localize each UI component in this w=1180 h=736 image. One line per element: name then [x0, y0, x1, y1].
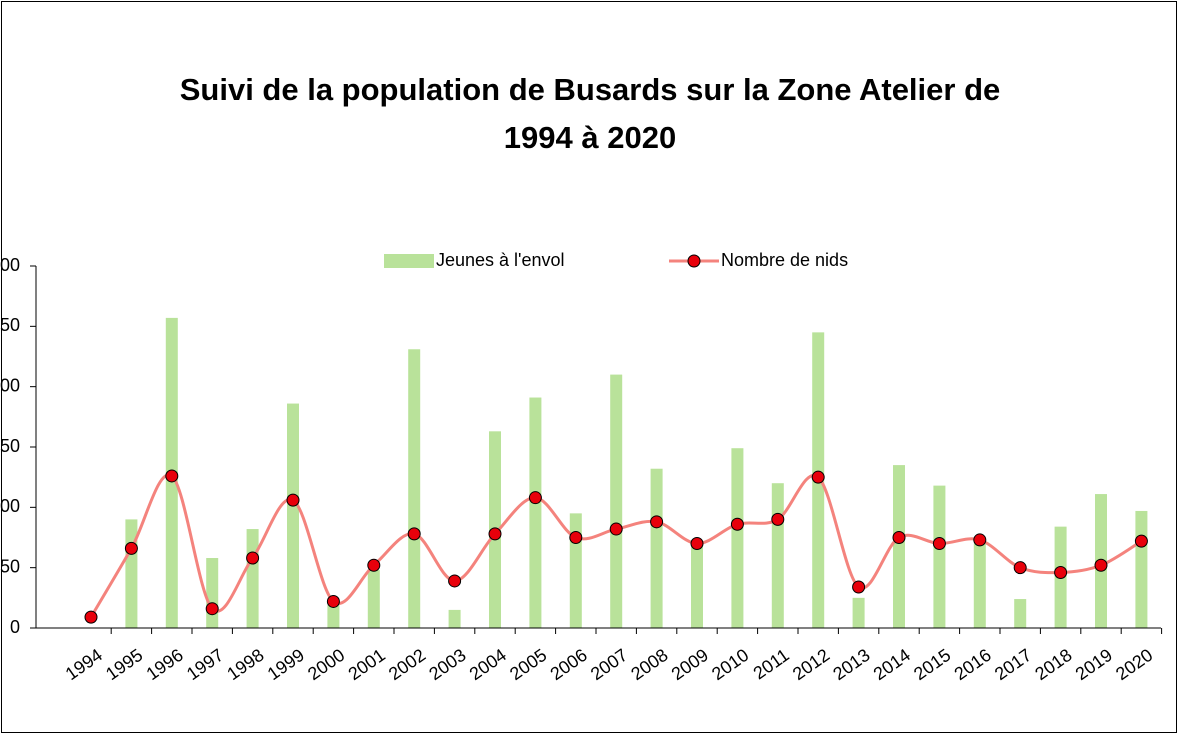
bar — [650, 468, 663, 628]
line-point — [1094, 558, 1108, 572]
y-tick-label: 150 — [0, 436, 20, 456]
line-point — [286, 493, 300, 507]
line-point — [892, 531, 906, 544]
x-tick-label: 2011 — [750, 645, 793, 684]
line-point — [124, 541, 138, 555]
bar — [569, 513, 582, 628]
bar — [529, 397, 542, 628]
line-point — [528, 491, 542, 505]
line-point — [569, 531, 583, 544]
x-tick-label: 2016 — [951, 645, 995, 684]
x-tick-label: 2005 — [506, 645, 550, 684]
bar — [610, 374, 623, 628]
x-tick-label: 2001 — [345, 645, 389, 684]
line-point — [407, 527, 421, 541]
bar — [448, 609, 461, 628]
chart-title: Suivi de la population de Busards sur la… — [179, 72, 1001, 155]
line-point — [1054, 565, 1068, 579]
bar — [852, 597, 865, 628]
x-tick-label: 1999 — [264, 645, 308, 684]
line-point — [730, 517, 744, 531]
x-tick-label: 2019 — [1072, 645, 1116, 684]
x-tick-label: 1998 — [223, 645, 267, 684]
x-tick-label: 2009 — [668, 645, 712, 684]
bar — [731, 448, 744, 628]
x-tick-label: 2004 — [466, 645, 510, 684]
bar — [125, 519, 138, 628]
legend-label: Nombre de nids — [721, 250, 848, 270]
y-tick-label: 100 — [0, 496, 20, 516]
x-tick-label: 1995 — [102, 645, 146, 684]
line-point — [165, 469, 179, 483]
line-point — [84, 610, 98, 624]
line-point — [771, 512, 785, 526]
bar — [367, 570, 380, 628]
line-point — [609, 522, 623, 536]
x-tick-label: 1997 — [183, 645, 227, 684]
bar — [1014, 599, 1027, 628]
bar — [408, 349, 421, 628]
legend-label: Jeunes à l'envol — [436, 250, 565, 270]
legend-swatch — [384, 254, 434, 268]
x-tick-label: 2003 — [425, 645, 469, 684]
x-tick-label: 2002 — [385, 645, 429, 684]
x-tick-label: 1994 — [62, 645, 106, 684]
x-tick-label: 2018 — [1031, 645, 1075, 684]
y-tick-label: 50 — [0, 556, 20, 576]
x-tick-label: 2013 — [829, 645, 873, 684]
x-tick-label: 2010 — [708, 645, 752, 684]
line-point — [1013, 561, 1027, 575]
line-point — [650, 515, 664, 529]
line-point — [246, 551, 260, 565]
line-point — [448, 574, 462, 588]
bar — [771, 483, 784, 628]
line-point — [811, 470, 825, 484]
bar — [246, 529, 259, 628]
bar — [287, 403, 299, 628]
x-tick-label: 2020 — [1112, 645, 1156, 684]
x-tick-label: 2000 — [304, 645, 348, 684]
bar — [1135, 510, 1148, 628]
line-point — [1134, 534, 1148, 548]
y-tick-label: 200 — [0, 375, 20, 395]
line-point — [488, 527, 502, 541]
bar — [973, 543, 986, 628]
line-point — [205, 602, 219, 616]
x-tick-label: 2017 — [991, 645, 1035, 684]
bar — [206, 558, 219, 628]
line-point — [367, 558, 381, 572]
y-tick-label: 300 — [0, 255, 20, 275]
line-point — [932, 537, 946, 551]
line-point — [326, 594, 340, 608]
x-tick-label: 2014 — [870, 645, 914, 684]
bar — [933, 485, 946, 628]
x-tick-label: 2008 — [627, 645, 671, 684]
bar — [893, 465, 905, 628]
y-tick-label: 250 — [0, 315, 20, 335]
x-tick-label: 1996 — [143, 645, 187, 684]
y-tick-label: 0 — [10, 617, 20, 637]
legend-marker — [687, 254, 701, 268]
line-point — [852, 580, 866, 594]
line-point — [690, 537, 704, 551]
line-point — [973, 533, 987, 547]
x-tick-label: 2015 — [910, 645, 954, 684]
bar — [327, 605, 340, 628]
x-tick-label: 2007 — [587, 645, 631, 684]
x-tick-label: 2012 — [789, 645, 833, 684]
bar — [691, 544, 703, 628]
x-tick-label: 2006 — [547, 645, 591, 684]
